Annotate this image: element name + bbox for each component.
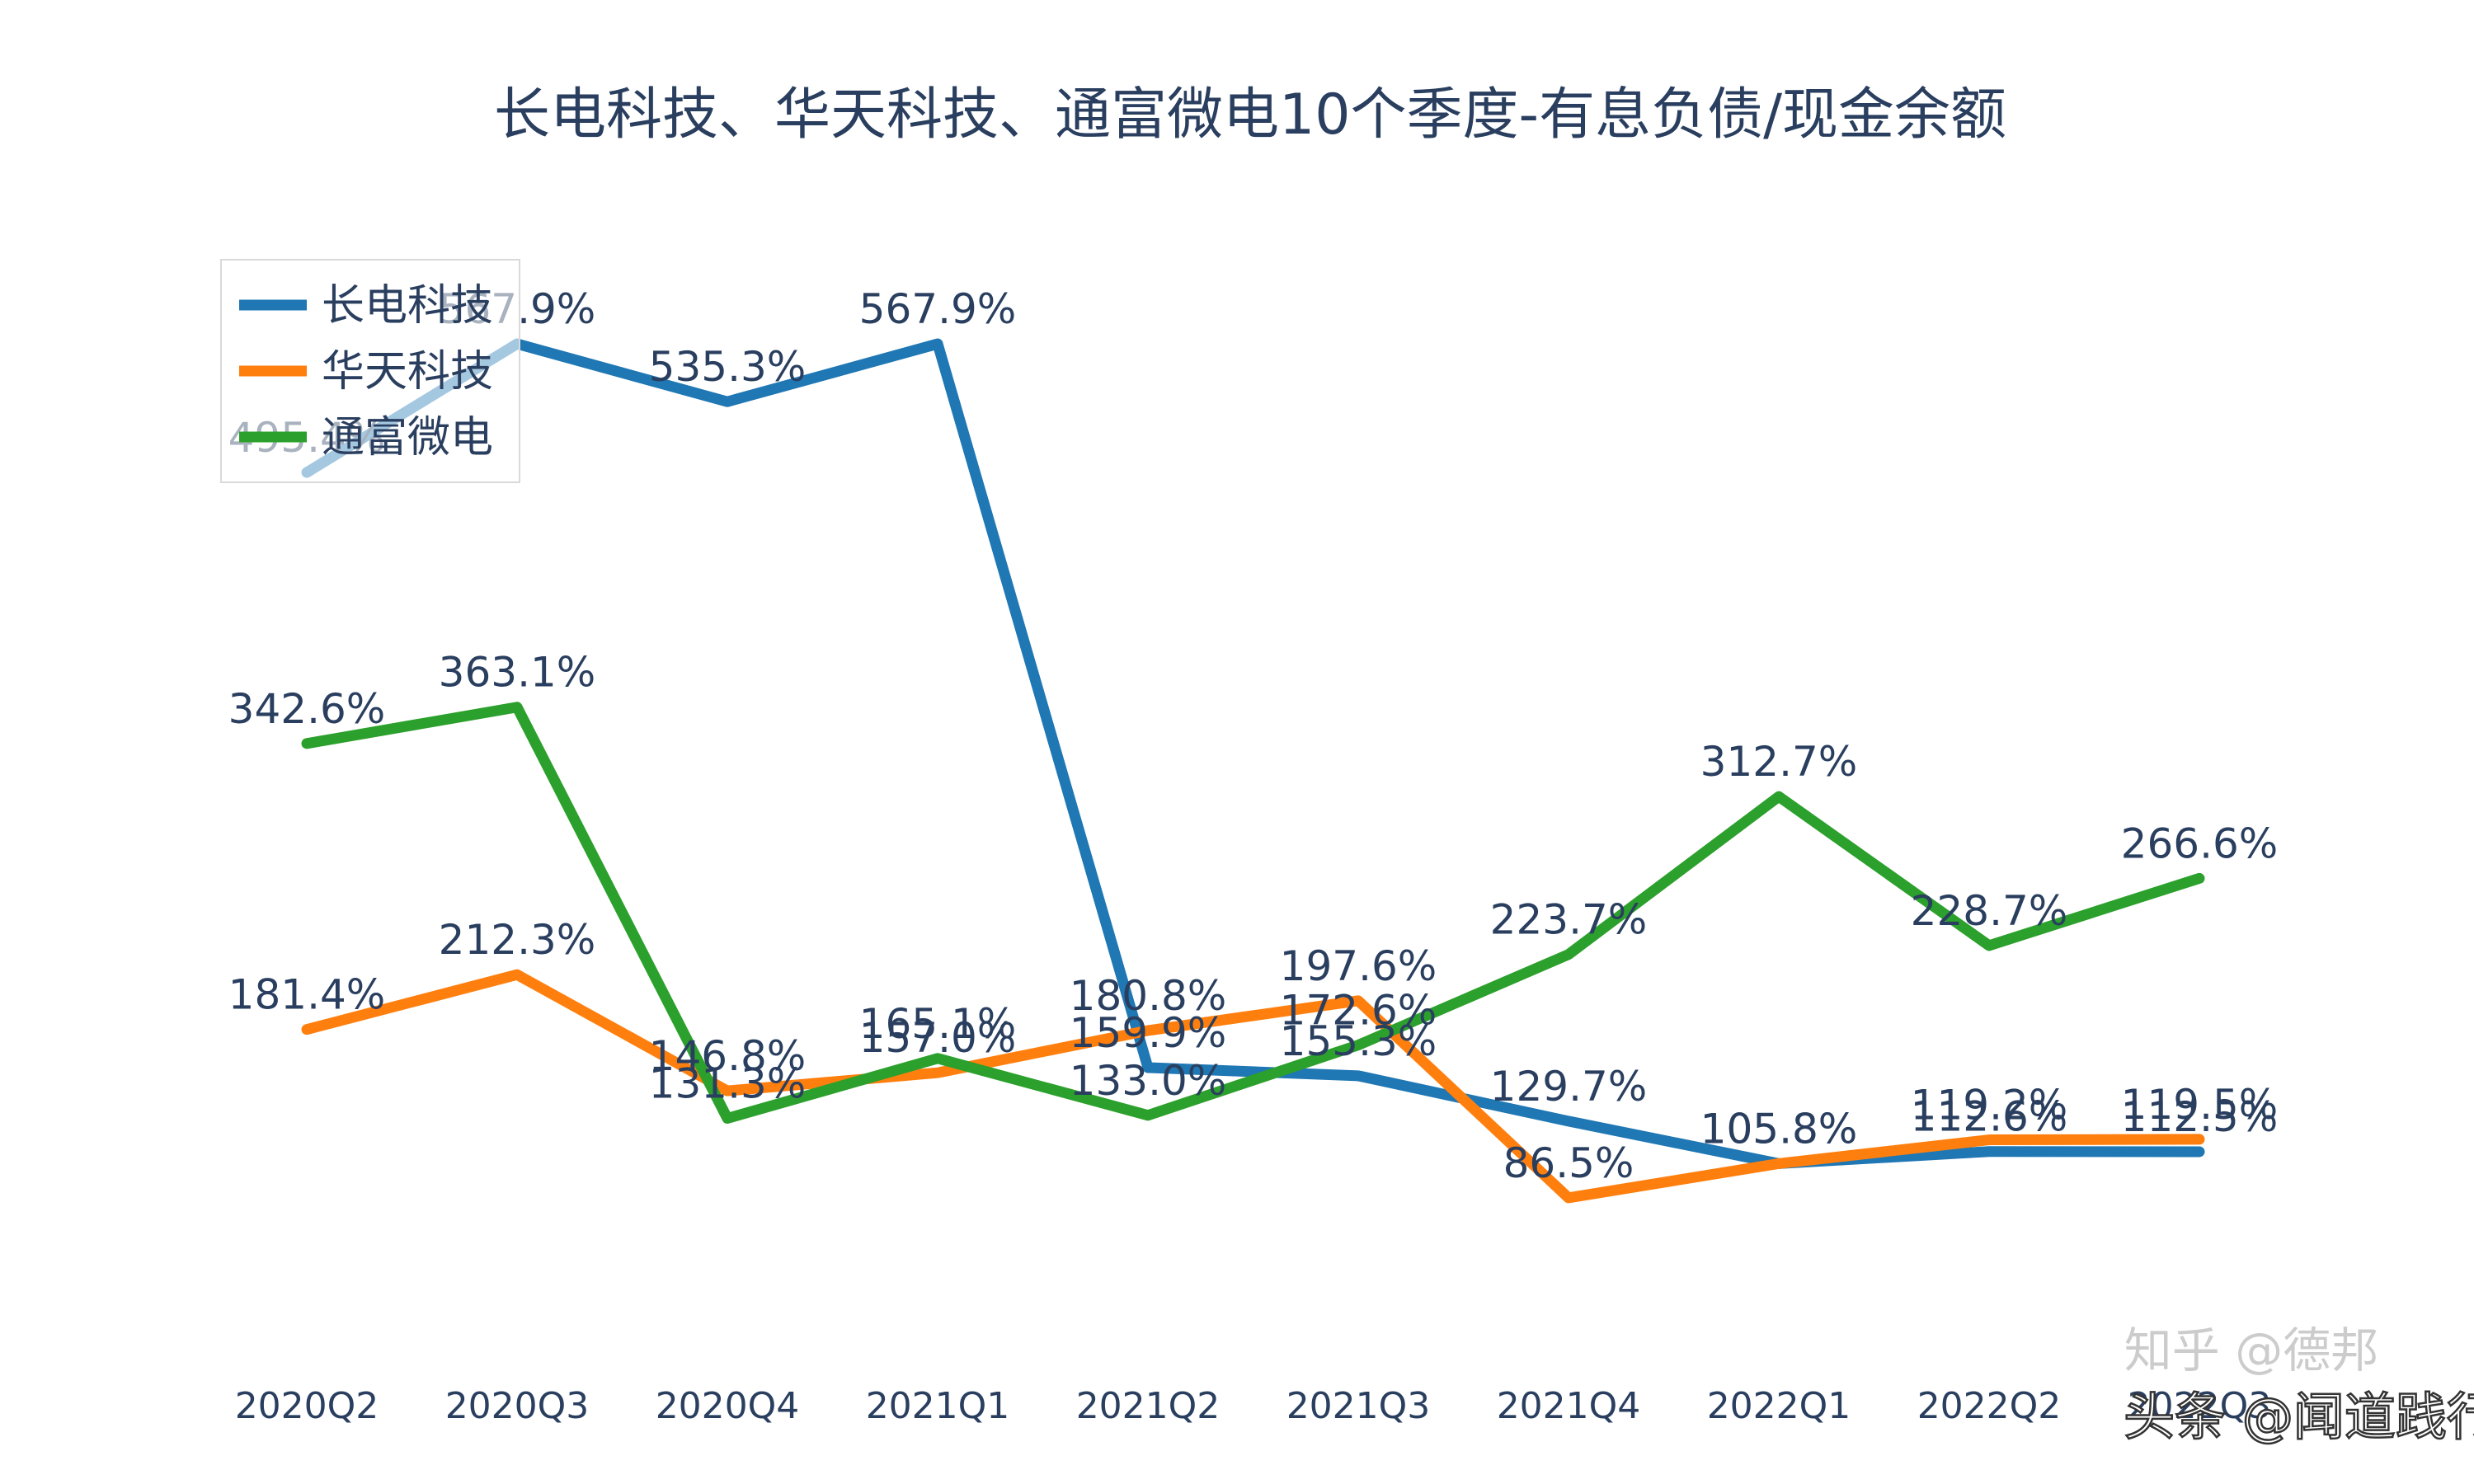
data-label-s3-2021q1: 165.1% [859, 1000, 1017, 1048]
x-tick-2021q1: 2021Q1 [866, 1385, 1010, 1427]
data-label-s1-2022q1: 105.8% [1700, 1105, 1858, 1153]
x-tick-2021q4: 2021Q4 [1497, 1385, 1641, 1427]
x-tick-2022q3: 2022Q3 [2128, 1385, 2272, 1427]
data-label-s3-2020q4: 131.3% [649, 1059, 807, 1107]
legend-item-2[interactable]: 华天科技 [322, 347, 493, 397]
x-tick-2022q2: 2022Q2 [1917, 1385, 2062, 1427]
x-tick-2022q1: 2022Q1 [1707, 1385, 1851, 1427]
data-label-s2-2021q4: 86.5% [1503, 1139, 1634, 1187]
legend-item-3[interactable]: 通富微电 [322, 413, 493, 463]
data-label-s1-2021q3: 155.3% [1280, 1017, 1437, 1065]
chart-title: 长电科技、华天科技、通富微电10个季度-有息负债/现金余额 [494, 82, 2006, 148]
data-label-s2-2022q1: 105.8% [1700, 1105, 1858, 1153]
data-label-s2-2021q2: 180.8% [1070, 972, 1227, 1020]
data-label-s1-2021q2: 159.9% [1070, 1009, 1227, 1057]
zhihu-watermark: 知乎 @德邦 [2124, 1322, 2378, 1378]
data-label-s1-2021q4: 129.7% [1490, 1063, 1648, 1111]
data-label-s2-2020q3: 212.3% [439, 916, 596, 964]
data-label-s1-2021q1: 567.9% [859, 285, 1017, 333]
data-label-s1-2020q4: 535.3% [649, 343, 807, 391]
data-label-s3-2020q3: 363.1% [439, 649, 596, 697]
toutiao-watermark: 头条 @闻道践行 [2124, 1387, 2474, 1447]
data-label-s2-2020q4: 146.8% [649, 1032, 807, 1080]
series-line-1 [301, 338, 2205, 1169]
data-label-s2-2020q2: 181.4% [228, 971, 386, 1019]
data-label-s3-2022q1: 312.7% [1700, 738, 1858, 786]
data-label-s2-2022q2: 119.2% [1911, 1082, 2068, 1129]
legend-item-1[interactable]: 长电科技 [322, 281, 493, 331]
data-label-s3-2021q3: 172.6% [1280, 987, 1437, 1035]
x-axis-ticks: 2020Q2 2020Q3 2020Q4 2021Q1 2021Q2 2021Q3 2021… [235, 1385, 2272, 1427]
series-line-2 [301, 969, 2205, 1204]
data-label-s1-2022q2: 112.6% [1911, 1093, 2068, 1141]
data-label-s3-2022q2: 228.7% [1911, 887, 2068, 935]
series-lines [301, 338, 2205, 1204]
data-label-s2-2022q3: 119.5% [2121, 1081, 2279, 1129]
data-label-s3-2021q2: 133.0% [1070, 1057, 1227, 1105]
data-label-s2-2021q3: 197.6% [1280, 942, 1437, 990]
data-label-s3-2021q4: 223.7% [1490, 896, 1648, 944]
series-line-3 [301, 702, 2205, 1124]
data-label-s2-2021q1: 157.0% [859, 1014, 1017, 1062]
x-tick-2021q3: 2021Q3 [1286, 1385, 1431, 1427]
x-tick-2020q2: 2020Q2 [235, 1385, 379, 1427]
data-label-s1-2022q3: 112.5% [2121, 1093, 2279, 1141]
x-tick-2020q4: 2020Q4 [656, 1385, 800, 1427]
x-tick-2020q3: 2020Q3 [445, 1385, 590, 1427]
data-label-s3-2022q3: 266.6% [2121, 819, 2279, 867]
data-label-s3-2020q2: 342.6% [228, 685, 386, 733]
x-tick-2021q2: 2021Q2 [1076, 1385, 1221, 1427]
